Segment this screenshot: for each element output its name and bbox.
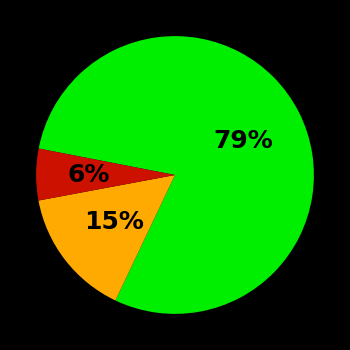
Wedge shape [36,148,175,201]
Text: 79%: 79% [213,128,273,153]
Wedge shape [38,175,175,300]
Text: 6%: 6% [68,163,110,187]
Wedge shape [38,36,314,314]
Text: 15%: 15% [85,210,145,233]
